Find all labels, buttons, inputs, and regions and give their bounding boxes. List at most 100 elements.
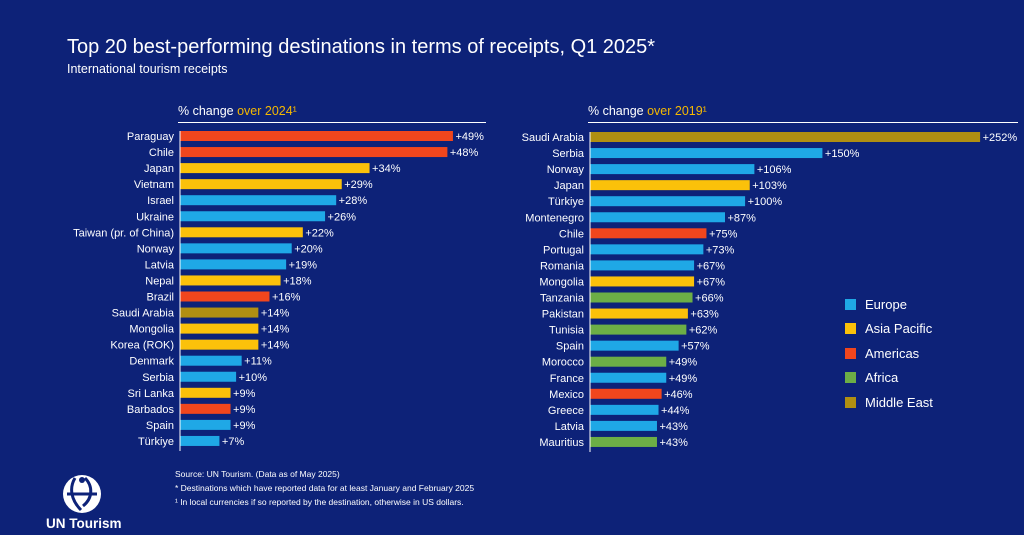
right-value-label-pakistan: +63% [690, 309, 719, 321]
legend-swatch-europe [845, 298, 856, 310]
left-category-label-norway: Norway [137, 243, 175, 255]
right-category-label-t-rkiye: Türkiye [548, 196, 584, 208]
right-chart-header: % change over 2019¹ [588, 104, 1018, 123]
right-bar-latvia [590, 420, 657, 431]
legend-label-asia-pacific: Asia Pacific [865, 321, 933, 337]
right-value-label-serbia: +150% [825, 148, 860, 160]
right-bar-japan [590, 180, 750, 191]
left-category-label-paraguay: Paraguay [127, 131, 175, 143]
legend-swatch-middle-east [845, 396, 856, 408]
right-value-label-mongolia: +67% [697, 276, 726, 288]
left-category-label-mongolia: Mongolia [129, 324, 175, 336]
left-bar-saudi-arabia [180, 307, 259, 318]
right-value-label-france: +49% [669, 373, 698, 385]
left-value-label-saudi-arabia: +14% [261, 308, 290, 320]
left-category-label-nepal: Nepal [145, 275, 174, 287]
left-bar-norway [180, 243, 292, 254]
left-bar-sri-lanka [180, 387, 231, 398]
right-chart-header-rule [588, 122, 1018, 123]
right-value-label-portugal: +73% [706, 244, 735, 256]
left-category-label-t-rkiye: Türkiye [138, 436, 174, 448]
right-bar-chile [590, 228, 707, 239]
right-bar-norway [590, 164, 755, 175]
right-value-label-morocco: +49% [669, 357, 698, 369]
left-bar-ukraine [180, 211, 326, 222]
left-value-label-latvia: +19% [289, 259, 318, 271]
legend-item-americas: Americas [845, 341, 933, 366]
right-category-label-montenegro: Montenegro [525, 212, 584, 224]
left-value-label-nepal: +18% [283, 275, 312, 287]
right-value-label-japan: +103% [752, 180, 787, 192]
right-value-label-chile: +75% [709, 228, 738, 240]
logo-text: UN Tourism [46, 516, 122, 531]
left-bar-serbia [180, 371, 237, 382]
left-value-label-t-rkiye: +7% [222, 436, 245, 448]
legend-swatch-africa [845, 372, 856, 384]
left-value-label-israel: +28% [339, 195, 368, 207]
left-value-label-taiwan-pr-of-china: +22% [305, 227, 334, 239]
left-value-label-norway: +20% [294, 243, 323, 255]
right-bar-mauritius [590, 436, 657, 447]
left-bar-denmark [180, 355, 242, 366]
legend-label-americas: Americas [865, 345, 920, 361]
legend: Europe Asia Pacific Americas Africa Midd… [845, 292, 933, 415]
legend-label-europe: Europe [865, 296, 907, 312]
right-category-label-chile: Chile [559, 228, 584, 240]
left-bar-japan [180, 163, 370, 174]
right-value-label-mexico: +46% [664, 389, 693, 401]
left-category-label-serbia: Serbia [142, 372, 175, 384]
right-value-label-mauritius: +43% [659, 437, 688, 449]
right-category-label-romania: Romania [540, 260, 585, 272]
right-category-label-morocco: Morocco [542, 357, 584, 369]
right-chart-header-accent: over 2019¹ [647, 104, 707, 118]
right-category-label-saudi-arabia: Saudi Arabia [522, 132, 585, 144]
legend-item-europe: Europe [845, 292, 933, 317]
footnote-asterisk: * Destinations which have reported data … [175, 483, 475, 493]
left-category-label-israel: Israel [147, 195, 174, 207]
right-bar-greece [590, 404, 659, 415]
legend-item-africa: Africa [845, 366, 933, 391]
right-value-label-spain: +57% [681, 341, 710, 353]
left-category-label-korea-rok: Korea (ROK) [110, 340, 174, 352]
right-category-label-spain: Spain [556, 341, 584, 353]
left-category-label-spain: Spain [146, 420, 174, 432]
left-bar-latvia [180, 259, 287, 270]
footnote-currency: ¹ In local currencies if so reported by … [175, 497, 464, 507]
left-value-label-ukraine: +26% [328, 211, 357, 223]
legend-label-africa: Africa [865, 370, 899, 386]
left-bar-mongolia [180, 323, 259, 334]
left-bar-taiwan-pr-of-china [180, 227, 303, 238]
left-category-label-barbados: Barbados [127, 404, 175, 416]
footnotes: Source: UN Tourism. (Data as of May 2025… [175, 467, 474, 509]
left-value-label-chile: +48% [450, 147, 479, 159]
left-bar-brazil [180, 291, 270, 302]
left-bar-chile [180, 147, 448, 158]
left-bar-israel [180, 195, 337, 206]
right-category-label-mauritius: Mauritius [539, 437, 584, 449]
left-value-label-brazil: +16% [272, 292, 301, 304]
right-value-label-t-rkiye: +100% [748, 196, 783, 208]
right-bar-mexico [590, 388, 662, 399]
right-value-label-latvia: +43% [659, 421, 688, 433]
left-bar-paraguay [180, 131, 453, 141]
left-category-label-taiwan-pr-of-china: Taiwan (pr. of China) [73, 227, 174, 239]
right-value-label-tunisia: +62% [689, 325, 718, 337]
right-bar-spain [590, 340, 679, 351]
left-bar-vietnam [180, 179, 342, 190]
un-tourism-logo-icon [63, 475, 101, 513]
left-value-label-barbados: +9% [233, 404, 256, 416]
left-value-label-serbia: +10% [239, 372, 268, 384]
left-category-label-ukraine: Ukraine [136, 211, 174, 223]
right-value-label-tanzania: +66% [695, 293, 724, 305]
right-bar-saudi-arabia [590, 132, 981, 142]
right-bar-portugal [590, 244, 704, 255]
right-bar-tunisia [590, 324, 687, 335]
left-value-label-paraguay: +49% [455, 131, 484, 143]
left-chart-header: % change over 2024¹ [178, 104, 486, 123]
left-value-label-vietnam: +29% [344, 179, 373, 191]
left-category-label-chile: Chile [149, 147, 174, 159]
left-category-label-vietnam: Vietnam [134, 179, 174, 191]
right-bar-romania [590, 260, 695, 271]
right-category-label-norway: Norway [547, 164, 585, 176]
right-bar-mongolia [590, 276, 695, 287]
